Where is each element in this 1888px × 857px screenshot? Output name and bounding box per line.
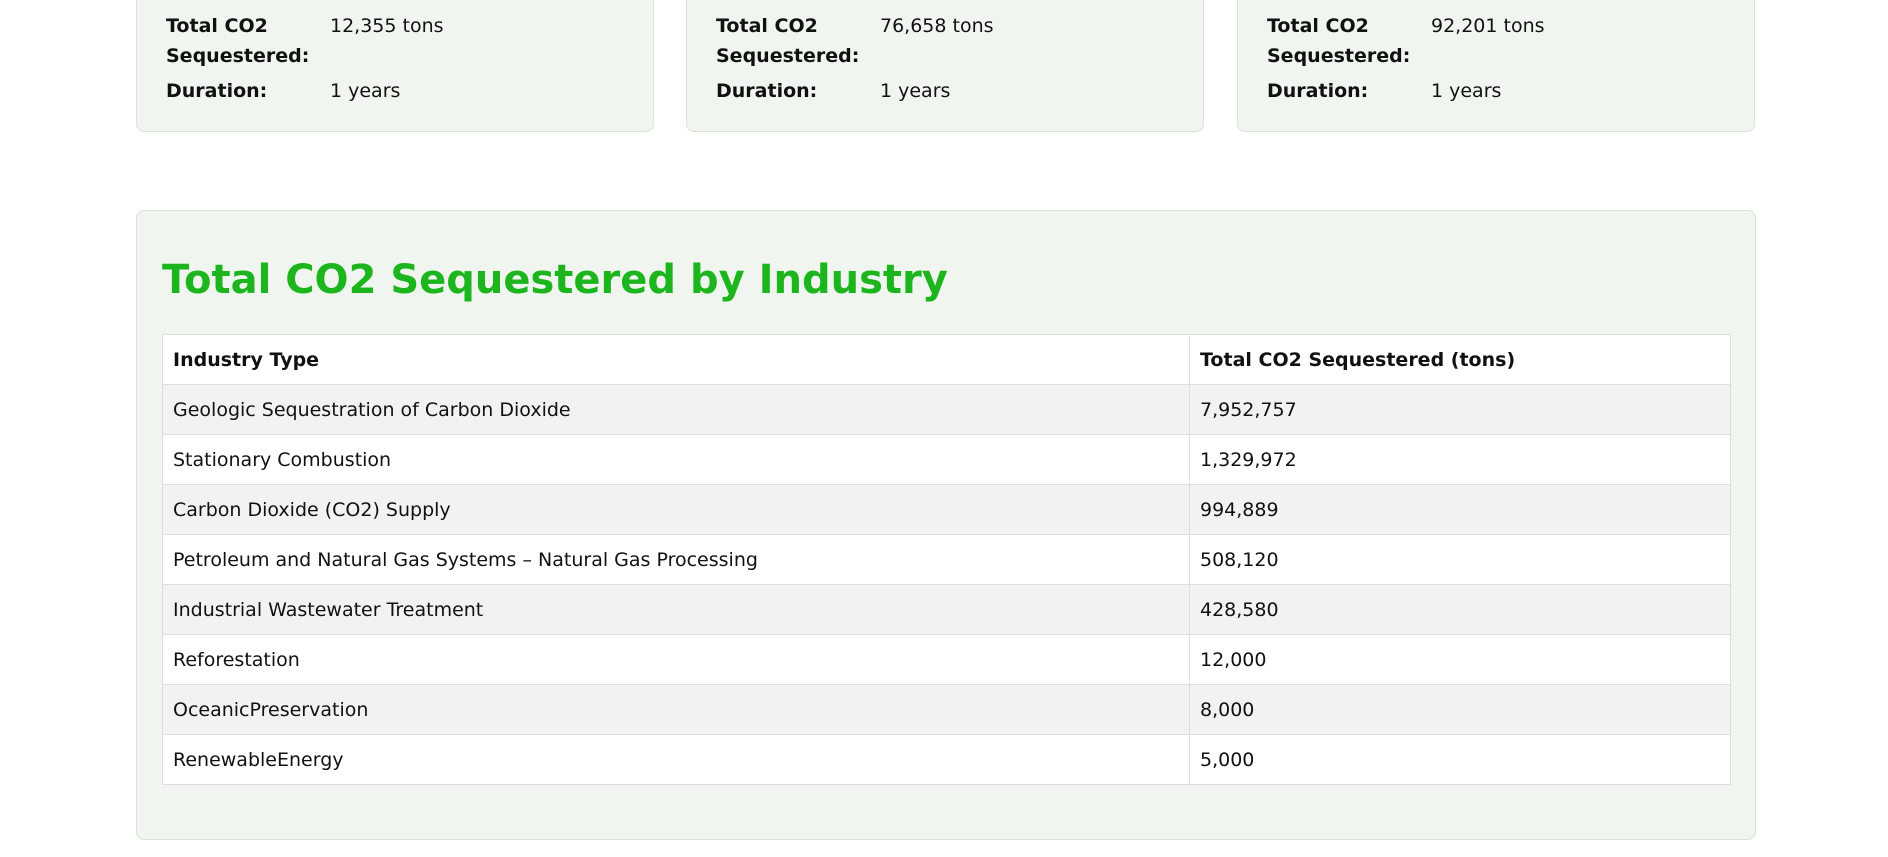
column-header-total-co2: Total CO2 Sequestered (tons) (1189, 334, 1731, 385)
industry-cell: Carbon Dioxide (CO2) Supply (162, 484, 1190, 535)
total-co2-label: Total CO2 Sequestered: (716, 15, 860, 67)
table-row: Geologic Sequestration of Carbon Dioxide… (162, 384, 1731, 435)
total-cell: 428,580 (1189, 584, 1731, 635)
duration-value: 1 years (330, 80, 401, 102)
table-row: Petroleum and Natural Gas Systems – Natu… (162, 534, 1731, 585)
industry-summary-panel: Total CO2 Sequestered by Industry Indust… (136, 210, 1756, 840)
duration-value: 1 years (880, 80, 951, 102)
total-cell: 508,120 (1189, 534, 1731, 585)
total-cell: 1,329,972 (1189, 434, 1731, 485)
table-row: Stationary Combustion 1,329,972 (162, 434, 1731, 485)
industry-cell: Geologic Sequestration of Carbon Dioxide (162, 384, 1190, 435)
total-co2-label: Total CO2 Sequestered: (166, 15, 310, 67)
industry-cell: Petroleum and Natural Gas Systems – Natu… (162, 534, 1190, 585)
duration-label: Duration: (166, 80, 268, 102)
table-row: OceanicPreservation 8,000 (162, 684, 1731, 735)
industry-cell: Stationary Combustion (162, 434, 1190, 485)
duration-label: Duration: (1267, 80, 1369, 102)
total-co2-value: 92,201 tons (1431, 15, 1545, 37)
column-header-industry-type: Industry Type (162, 334, 1190, 385)
project-card: Total CO2 Sequestered: 12,355 tons Durat… (136, 0, 654, 132)
total-cell: 5,000 (1189, 734, 1731, 785)
total-cell: 12,000 (1189, 634, 1731, 685)
industry-cell: Reforestation (162, 634, 1190, 685)
total-co2-value: 12,355 tons (330, 15, 444, 37)
total-cell: 7,952,757 (1189, 384, 1731, 435)
section-title: Total CO2 Sequestered by Industry (162, 257, 948, 303)
total-co2-value: 76,658 tons (880, 15, 994, 37)
table-header-row: Industry Type Total CO2 Sequestered (ton… (162, 334, 1731, 385)
industry-table: Industry Type Total CO2 Sequestered (ton… (162, 334, 1731, 785)
table-row: Industrial Wastewater Treatment 428,580 (162, 584, 1731, 635)
duration-value: 1 years (1431, 80, 1502, 102)
project-card: Total CO2 Sequestered: 92,201 tons Durat… (1237, 0, 1755, 132)
total-cell: 8,000 (1189, 684, 1731, 735)
total-cell: 994,889 (1189, 484, 1731, 535)
table-row: RenewableEnergy 5,000 (162, 734, 1731, 785)
table-row: Reforestation 12,000 (162, 634, 1731, 685)
industry-cell: OceanicPreservation (162, 684, 1190, 735)
industry-cell: RenewableEnergy (162, 734, 1190, 785)
industry-cell: Industrial Wastewater Treatment (162, 584, 1190, 635)
project-card: Total CO2 Sequestered: 76,658 tons Durat… (686, 0, 1204, 132)
total-co2-label: Total CO2 Sequestered: (1267, 15, 1411, 67)
table-row: Carbon Dioxide (CO2) Supply 994,889 (162, 484, 1731, 535)
duration-label: Duration: (716, 80, 818, 102)
